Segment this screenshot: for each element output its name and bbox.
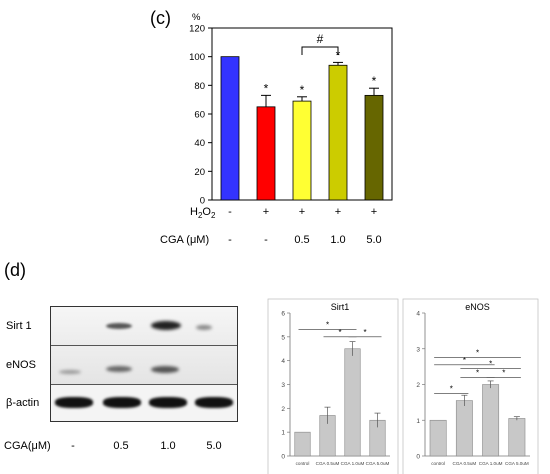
sirt1-title: Sirt1 [331, 302, 350, 312]
enos-sig-star-1: * [476, 349, 479, 358]
bar-0 [220, 56, 240, 201]
cga-row-label: CGA (μM) [160, 234, 210, 246]
cga-blot-label: CGA(μM) [4, 440, 51, 452]
sirt1-x-label-2: CGA 1.0uM [341, 461, 365, 466]
enos-x-label-3: CGA 5.0uM [505, 461, 529, 466]
enos-x-label-0: control [431, 461, 445, 466]
enos-sig-star-0: * [463, 356, 466, 365]
enos-sig-star-2: * [489, 359, 492, 368]
bar-1 [256, 106, 276, 201]
enos-bar-3 [508, 418, 526, 457]
cga-blot-value-0: - [71, 440, 75, 452]
y-tick-label-2: 40 [194, 138, 205, 149]
significance-star-2: * [300, 83, 305, 97]
blot-lane-sirt1 [51, 307, 237, 346]
h2o2-value-0: - [228, 206, 232, 218]
sirt1-y-tick-label-1: 1 [281, 430, 285, 437]
sirt1-bar-0 [294, 431, 311, 457]
western-blot [50, 306, 238, 422]
enos-y-tick-label-2: 2 [416, 382, 420, 389]
sirt1-bar-chart: Sirt1 0 1 2 3 4 5 6 control CGA 0.5uM CGA 1.0uM CGA… [267, 298, 399, 474]
unit-label: % [192, 12, 201, 23]
blot-label-sirt1: Sirt 1 [6, 320, 32, 332]
enos-sig-star-5: * [502, 368, 505, 377]
significance-hash: # [317, 32, 324, 46]
y-tick-label-4: 80 [194, 81, 205, 92]
cga-value-3: 1.0 [330, 234, 346, 246]
sirt1-sig-star-1: * [338, 328, 341, 337]
enos-bar-0 [429, 419, 447, 457]
cga-blot-value-3: 5.0 [206, 440, 222, 452]
blot-lane-beta-actin [51, 385, 237, 421]
sirt1-y-tick-label-5: 5 [281, 334, 285, 341]
bar-2 [292, 100, 312, 201]
enos-y-tick-label-1: 1 [416, 418, 420, 425]
significance-bracket [301, 46, 339, 55]
enos-y-tick-label-0: 0 [416, 454, 420, 461]
cga-value-4: 5.0 [366, 234, 382, 246]
enos-sig-star-4: * [476, 368, 479, 377]
sirt1-x-label-1: CGA 0.5uM [316, 461, 340, 466]
cga-blot-value-2: 1.0 [160, 440, 176, 452]
bar-4 [364, 94, 384, 201]
panel-c-label: (c) [150, 8, 171, 28]
significance-star-3: * [336, 48, 341, 62]
enos-y-tick-label-4: 4 [416, 311, 420, 318]
sirt1-y-tick-label-0: 0 [281, 454, 285, 461]
cga-blot-value-1: 0.5 [113, 440, 129, 452]
blot-lane-enos [51, 346, 237, 385]
cga-value-1: - [264, 234, 268, 246]
enos-x-label-1: CGA 0.5uM [453, 461, 477, 466]
sirt1-y-tick-label-4: 4 [281, 358, 285, 365]
h2o2-value-4: + [370, 206, 378, 218]
sirt1-y-tick-label-2: 2 [281, 406, 285, 413]
sirt1-sig-star-2: * [363, 328, 366, 337]
cga-value-2: 0.5 [294, 234, 310, 246]
enos-sig-star-3: * [450, 384, 453, 393]
sirt1-y-tick-label-3: 3 [281, 382, 285, 389]
significance-star-4: * [372, 74, 377, 88]
enos-x-label-2: CGA 1.0uM [479, 461, 503, 466]
main-bar-chart: 0 20 40 60 80 100 120 * * * * # [189, 24, 393, 207]
enos-bar-chart: eNOS 0 1 2 3 4 control CGA 0.5uM CGA 1.0uM CGA 5.… [402, 298, 539, 474]
sirt1-x-label-0: control [296, 461, 310, 466]
enos-title: eNOS [465, 302, 490, 312]
sirt1-sig-star-0: * [326, 321, 329, 330]
bar-3 [328, 64, 348, 201]
y-tick-label-3: 60 [194, 110, 205, 121]
sirt1-y-tick-label-6: 6 [281, 311, 285, 318]
cga-value-0: - [228, 234, 232, 246]
enos-y-tick-label-3: 3 [416, 346, 420, 353]
blot-label-beta-actin: β-actin [6, 397, 40, 409]
h2o2-value-1: + [262, 206, 270, 218]
y-tick-label-0: 0 [200, 196, 205, 207]
h2o2-value-3: + [334, 206, 342, 218]
y-tick-label-1: 20 [194, 167, 205, 178]
enos-bar-2 [482, 384, 500, 457]
h2o2-label: H2O2 [190, 206, 216, 221]
panel-d-label: (d) [4, 260, 26, 280]
sirt1-x-label-3: CGA 5.0uM [366, 461, 390, 466]
blot-label-enos: eNOS [6, 359, 36, 371]
enos-bar-1 [455, 400, 473, 457]
significance-star-1: * [264, 81, 269, 95]
y-tick-label-6: 120 [189, 24, 205, 35]
h2o2-value-2: + [298, 206, 306, 218]
y-tick-label-5: 100 [189, 52, 205, 63]
sirt1-bar-2 [344, 348, 361, 457]
